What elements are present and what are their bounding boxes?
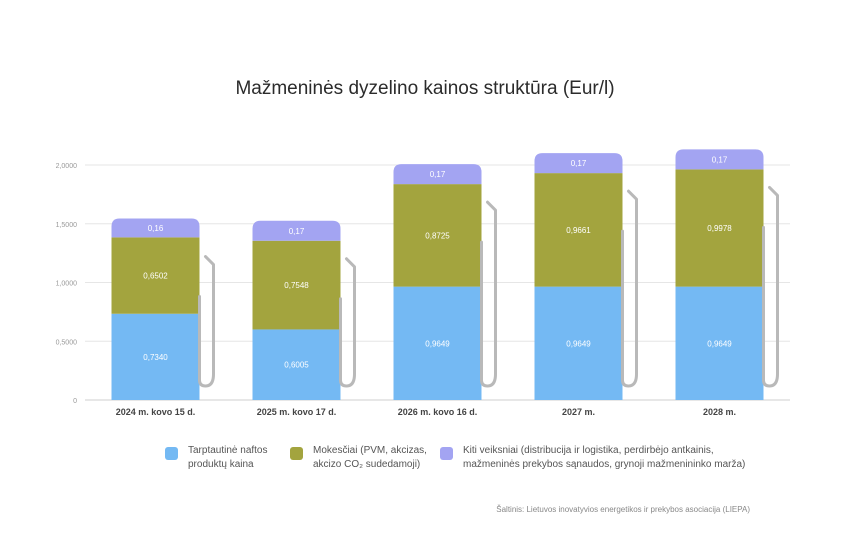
bars: 0,7340 0,6502 0,16 0,6005 0,7548 0,17 0,9649 0,… (111, 149, 779, 400)
bar-segment (534, 153, 623, 174)
bar-segment (534, 173, 623, 287)
x-tick-label: 2026 m. kovo 16 d. (398, 407, 478, 417)
data-label: 0,6005 (284, 361, 309, 370)
bar-segment (675, 149, 764, 170)
legend-item-oil-price: Tarptautinė naftos produktų kaina (165, 444, 268, 472)
bar-segment (675, 169, 764, 287)
x-axis-ticks: 2024 m. kovo 15 d. 2025 m. kovo 17 d. 2026… (116, 407, 736, 417)
bar-segment (675, 286, 764, 400)
data-label: 0,6502 (143, 272, 168, 281)
bar-segment (534, 286, 623, 400)
x-tick-label: 2025 m. kovo 17 d. (257, 407, 337, 417)
bar-segment (393, 184, 482, 287)
x-tick-label: 2027 m. (562, 407, 595, 417)
data-label: 0,17 (430, 170, 446, 179)
bar-segment (393, 286, 482, 400)
data-label: 0,17 (712, 155, 728, 164)
fuel-nozzle-icon (198, 255, 215, 388)
data-label: 0,7548 (284, 281, 309, 290)
legend-label-taxes: Mokesčiai (PVM, akcizas, akcizo CO₂ sude… (313, 445, 427, 470)
data-label: 0,7340 (143, 353, 168, 362)
legend-label-other-factors: Kiti veiksniai (distribucija ir logistik… (463, 445, 746, 470)
data-label: 0,8725 (425, 231, 450, 240)
data-label: 0,17 (571, 159, 587, 168)
fuel-nozzle-icon (762, 185, 779, 388)
y-tick-label: 2,0000 (56, 163, 78, 170)
y-tick-label: 1,0000 (56, 281, 78, 288)
data-label: 0,9649 (566, 339, 591, 348)
y-tick-label: 1,5000 (56, 222, 78, 229)
bar-segment (111, 218, 200, 238)
bar-segment (111, 237, 200, 314)
legend-item-other-factors: Kiti veiksniai (distribucija ir logistik… (440, 444, 745, 472)
data-label: 0,9661 (566, 226, 591, 235)
data-label: 0,17 (289, 227, 305, 236)
data-label: 0,16 (148, 224, 164, 233)
fuel-nozzle-icon (339, 257, 356, 388)
legend-swatch-taxes (290, 447, 303, 460)
bar-segment (252, 220, 341, 241)
x-tick-label: 2028 m. (703, 407, 736, 417)
data-label: 0,9649 (425, 339, 450, 348)
y-tick-label: 0,5000 (56, 339, 78, 346)
bar-segment (252, 240, 341, 330)
legend-swatch-other-factors (440, 447, 453, 460)
x-tick-label: 2024 m. kovo 15 d. (116, 407, 196, 417)
source-note: Šaltinis: Lietuvos inovatyvios energetik… (496, 505, 750, 514)
y-tick-label: 0 (73, 398, 77, 405)
fuel-nozzle-icon (621, 189, 638, 388)
y-axis-ticks: 0 0,5000 1,0000 1,5000 2,0000 (56, 163, 78, 405)
chart-title: Mažmeninės dyzelino kainos struktūra (Eu… (235, 78, 615, 99)
legend-swatch-oil-price (165, 447, 178, 460)
bar-segment (252, 329, 341, 400)
bar-segment (393, 164, 482, 185)
data-label: 0,9649 (707, 339, 732, 348)
data-label: 0,9978 (707, 224, 732, 233)
bar-segment (111, 313, 200, 400)
legend-item-taxes: Mokesčiai (PVM, akcizas, akcizo CO₂ sude… (290, 444, 427, 472)
legend-label-oil-price: Tarptautinė naftos produktų kaina (188, 445, 268, 470)
fuel-nozzle-icon (480, 200, 497, 388)
